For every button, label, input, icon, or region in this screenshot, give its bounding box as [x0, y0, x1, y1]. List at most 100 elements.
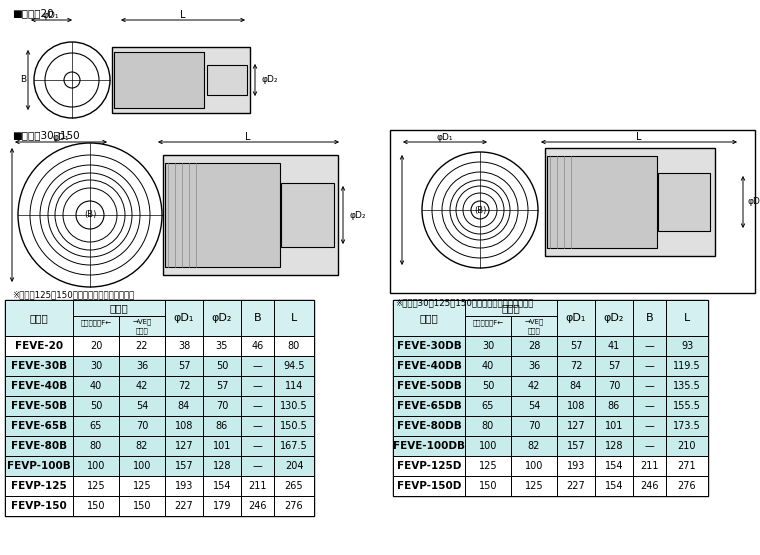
Text: φD₂: φD₂: [350, 210, 366, 219]
Bar: [393, 300, 465, 336]
Bar: [393, 476, 708, 496]
Bar: [557, 476, 595, 496]
Text: 157: 157: [175, 461, 193, 471]
Bar: [274, 456, 314, 476]
Text: 40: 40: [482, 361, 494, 371]
Bar: [165, 496, 203, 516]
Text: 57: 57: [608, 361, 620, 371]
Text: 125: 125: [87, 481, 106, 491]
Text: 100: 100: [479, 441, 497, 451]
Bar: [5, 356, 73, 376]
Bar: [633, 436, 666, 456]
Text: 42: 42: [527, 381, 540, 391]
Bar: [393, 476, 465, 496]
Bar: [203, 396, 241, 416]
Text: 適合管: 適合管: [109, 303, 128, 313]
Text: 41: 41: [608, 341, 620, 351]
Bar: [73, 436, 119, 456]
Text: —: —: [644, 361, 654, 371]
Text: 271: 271: [678, 461, 696, 471]
Text: 36: 36: [528, 361, 540, 371]
Bar: [241, 300, 274, 336]
Bar: [465, 336, 511, 356]
Bar: [203, 436, 241, 456]
Bar: [203, 476, 241, 496]
Bar: [595, 436, 633, 456]
Bar: [119, 456, 165, 476]
Text: 210: 210: [678, 441, 696, 451]
Text: φD₂: φD₂: [262, 75, 278, 84]
Bar: [465, 416, 511, 436]
Bar: [274, 396, 314, 416]
Text: ※サイズ125・150は若干形状が異なります。: ※サイズ125・150は若干形状が異なります。: [12, 290, 135, 299]
Bar: [393, 456, 708, 476]
Bar: [5, 496, 314, 516]
Bar: [5, 376, 314, 396]
Bar: [114, 52, 204, 108]
Text: FEVE-30B: FEVE-30B: [11, 361, 67, 371]
Text: φD₂: φD₂: [747, 198, 760, 206]
Text: 品　番: 品 番: [30, 313, 49, 323]
Bar: [595, 356, 633, 376]
Text: 114: 114: [285, 381, 303, 391]
Text: 80: 80: [482, 421, 494, 431]
Bar: [241, 376, 274, 396]
Text: FEVE-20: FEVE-20: [15, 341, 63, 351]
Text: FEVE-50DB: FEVE-50DB: [397, 381, 461, 391]
Bar: [5, 456, 314, 476]
Bar: [119, 416, 165, 436]
Bar: [5, 376, 73, 396]
Bar: [465, 456, 511, 476]
Bar: [465, 316, 511, 336]
Text: 84: 84: [178, 401, 190, 411]
Text: ■サイズ30～150: ■サイズ30～150: [12, 130, 80, 140]
Bar: [511, 336, 557, 356]
Text: 82: 82: [527, 441, 540, 451]
Bar: [633, 396, 666, 416]
Text: 65: 65: [90, 421, 102, 431]
Text: ■サイズ20: ■サイズ20: [12, 8, 54, 18]
Text: 167.5: 167.5: [280, 441, 308, 451]
Text: (B): (B): [84, 210, 97, 219]
Bar: [557, 356, 595, 376]
Text: 86: 86: [608, 401, 620, 411]
Text: 211: 211: [640, 461, 659, 471]
Bar: [165, 300, 203, 336]
Bar: [241, 336, 274, 356]
Text: 塗ビ管: 塗ビ管: [135, 327, 148, 334]
Text: 157: 157: [567, 441, 585, 451]
Bar: [633, 336, 666, 356]
Text: 108: 108: [175, 421, 193, 431]
Text: 50: 50: [216, 361, 228, 371]
Bar: [165, 376, 203, 396]
Text: 127: 127: [567, 421, 585, 431]
Text: 70: 70: [608, 381, 620, 391]
Text: 84: 84: [570, 381, 582, 391]
Text: 54: 54: [136, 401, 148, 411]
Text: FEVE-80B: FEVE-80B: [11, 441, 67, 451]
Text: 57: 57: [178, 361, 190, 371]
Text: —: —: [252, 361, 262, 371]
Bar: [241, 456, 274, 476]
Bar: [165, 163, 280, 267]
Bar: [393, 396, 708, 416]
Bar: [274, 476, 314, 496]
Bar: [393, 416, 708, 436]
Bar: [119, 376, 165, 396]
Text: φD₁: φD₁: [43, 11, 59, 19]
Text: 65: 65: [482, 401, 494, 411]
Bar: [633, 300, 666, 336]
Bar: [393, 336, 708, 356]
Bar: [274, 436, 314, 456]
Text: 125: 125: [133, 481, 151, 491]
Bar: [633, 356, 666, 376]
Bar: [5, 336, 314, 356]
Bar: [465, 396, 511, 416]
Bar: [557, 376, 595, 396]
Text: 154: 154: [605, 481, 623, 491]
Bar: [595, 456, 633, 476]
Text: —: —: [252, 381, 262, 391]
Bar: [241, 396, 274, 416]
Text: FEVE-40DB: FEVE-40DB: [397, 361, 461, 371]
Bar: [5, 436, 73, 456]
